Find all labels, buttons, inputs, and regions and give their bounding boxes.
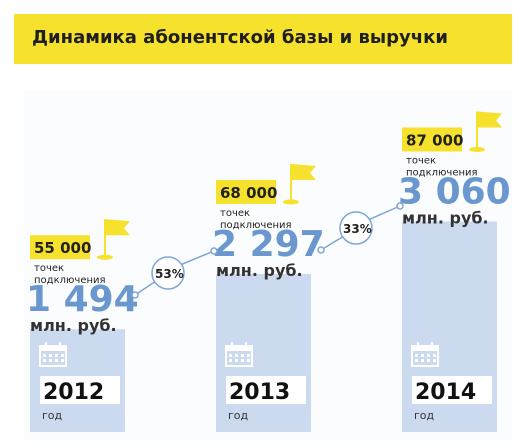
year-caption: год <box>228 409 249 422</box>
points-box <box>402 127 462 152</box>
flag-icon <box>469 111 502 152</box>
calendar-ring <box>231 342 233 349</box>
revenue-value: 1 494 <box>26 279 139 320</box>
flag-cloth <box>106 219 130 236</box>
growth-connector <box>134 280 157 296</box>
calendar-header <box>412 346 438 351</box>
points-box <box>216 179 276 204</box>
calendar-day <box>43 354 46 357</box>
points-caption: подключения <box>406 167 478 178</box>
calendar-day <box>43 359 46 362</box>
calendar-day <box>427 359 430 362</box>
points-value: 87 000 <box>406 131 463 149</box>
calendar-icon <box>39 342 67 367</box>
calendar-day <box>421 354 424 357</box>
year-caption: год <box>414 409 435 422</box>
calendar-day <box>421 359 424 362</box>
calendar-day <box>61 359 64 362</box>
points-caption: точек <box>406 155 436 166</box>
calendar-day <box>55 359 58 362</box>
calendar-day <box>241 359 244 362</box>
points-caption: подключения <box>220 220 292 231</box>
points-caption: точек <box>220 208 250 219</box>
flag-base <box>469 146 485 152</box>
calendar-day <box>49 354 52 357</box>
calendar-header <box>226 346 252 351</box>
points-value: 68 000 <box>220 184 277 202</box>
calendar-day <box>427 354 430 357</box>
calendar-day <box>229 359 232 362</box>
title-bar: Динамика абонентской базы и выручки <box>14 14 512 64</box>
points-value: 55 000 <box>34 239 91 257</box>
calendar-ring <box>245 342 247 349</box>
calendar-day <box>49 359 52 362</box>
calendar-day <box>55 354 58 357</box>
bar-2013 <box>216 273 311 432</box>
flag-pole <box>476 111 478 150</box>
calendar-day <box>433 354 436 357</box>
growth-circle <box>339 211 373 245</box>
flag-icon <box>283 163 316 205</box>
calendar-day <box>247 354 250 357</box>
connector-dot <box>396 202 404 210</box>
growth-connector <box>179 250 215 266</box>
calendar-day <box>433 359 436 362</box>
calendar-ring <box>417 342 419 349</box>
calendar-day <box>235 354 238 357</box>
calendar-icon <box>225 342 253 367</box>
calendar-day <box>61 354 64 357</box>
calendar-day <box>415 359 418 362</box>
calendar-icon <box>411 342 439 367</box>
flag-base <box>97 254 113 260</box>
revenue-value: 3 060 <box>398 171 511 212</box>
connector-dot <box>210 247 218 255</box>
year-box <box>412 376 492 404</box>
growth-connector <box>320 235 345 251</box>
flag-pole <box>104 219 106 258</box>
calendar-day <box>247 359 250 362</box>
connector-dot <box>131 291 139 299</box>
flag-base <box>283 199 299 205</box>
year-label: 2012 <box>43 380 104 405</box>
flag-cloth <box>292 163 316 180</box>
revenue-unit: млн. руб. <box>402 208 489 227</box>
revenue-unit: млн. руб. <box>216 261 303 280</box>
revenue-unit: млн. руб. <box>30 316 117 335</box>
growth-label: 33% <box>343 222 372 236</box>
growth-label: 53% <box>155 267 184 281</box>
calendar-header <box>40 346 66 351</box>
flag-pole <box>290 163 292 202</box>
year-caption: год <box>42 409 63 422</box>
year-label: 2014 <box>415 380 476 405</box>
calendar-ring <box>45 342 47 349</box>
chart-title: Динамика абонентской базы и выручки <box>32 27 448 48</box>
calendar-day <box>229 354 232 357</box>
calendar-day <box>241 354 244 357</box>
calendar-ring <box>431 342 433 349</box>
points-caption: точек <box>34 263 64 274</box>
year-box <box>226 376 306 404</box>
growth-circle <box>151 256 185 290</box>
year-label: 2013 <box>229 380 290 405</box>
calendar-day <box>415 354 418 357</box>
connector-dot <box>317 246 325 254</box>
growth-connector <box>367 205 401 221</box>
calendar-day <box>235 359 238 362</box>
flag-cloth <box>478 111 502 128</box>
year-box <box>40 376 120 404</box>
flag-icon <box>97 219 130 260</box>
calendar-ring <box>59 342 61 349</box>
revenue-value: 2 297 <box>212 224 325 265</box>
points-box <box>30 235 90 260</box>
points-caption: подключения <box>34 275 106 286</box>
